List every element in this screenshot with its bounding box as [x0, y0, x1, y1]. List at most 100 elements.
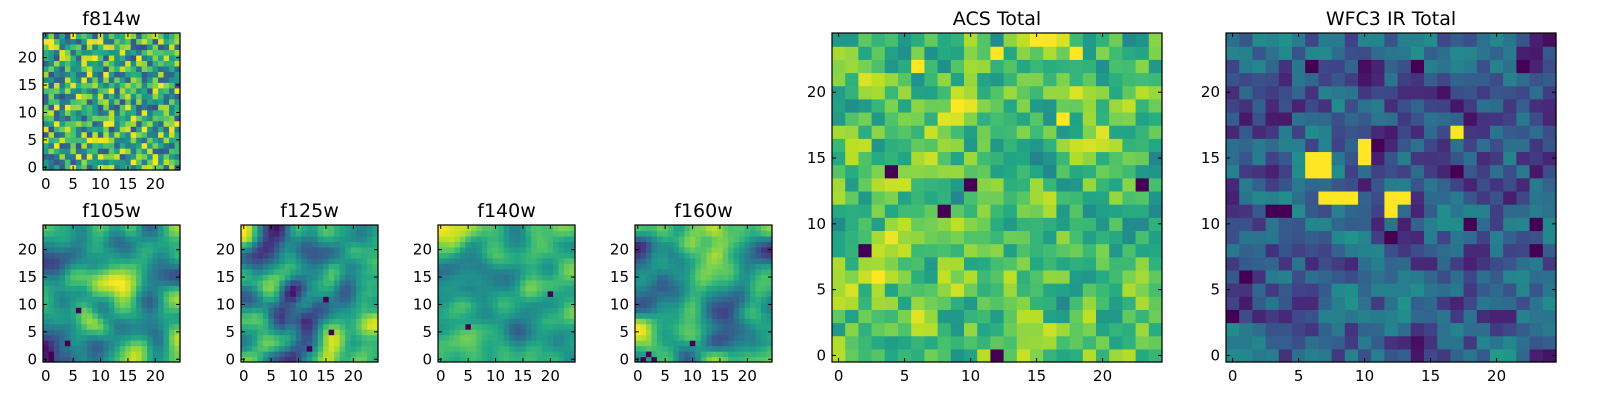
- heatmap-cell: [553, 230, 560, 237]
- heatmap-cell: [1082, 335, 1097, 350]
- heatmap-cell: [70, 115, 77, 122]
- heatmap-cell: [1148, 177, 1163, 192]
- heatmap-cell: [990, 296, 1005, 310]
- heatmap-cell: [1424, 177, 1438, 192]
- heatmap-cell: [48, 82, 55, 89]
- heatmap-cell: [312, 340, 319, 347]
- heatmap-cell: [684, 356, 691, 363]
- heatmap-cell: [739, 312, 746, 319]
- heatmap-cell: [1252, 177, 1267, 192]
- heatmap-cell: [43, 345, 50, 352]
- heatmap-cell: [64, 60, 71, 67]
- heatmap-cell: [711, 323, 718, 330]
- heatmap-cell: [163, 345, 170, 352]
- heatmap-cell: [678, 241, 685, 248]
- heatmap-cell: [1135, 283, 1150, 297]
- heatmap-cell: [755, 296, 762, 303]
- heatmap-cell: [1016, 309, 1031, 324]
- heatmap-cell: [257, 263, 264, 270]
- heatmap-cell: [465, 285, 472, 292]
- heatmap-cell: [950, 309, 965, 324]
- heatmap-cell: [884, 217, 899, 231]
- heatmap-cell: [108, 230, 115, 237]
- heatmap-cell: [656, 345, 663, 352]
- heatmap-cell: [141, 153, 148, 160]
- heatmap-cell: [1424, 190, 1438, 205]
- heatmap-cell: [977, 46, 991, 60]
- heatmap-cell: [1529, 348, 1544, 363]
- heatmap-cell: [290, 274, 297, 281]
- heatmap-cell: [279, 257, 286, 264]
- heatmap-cell: [536, 285, 543, 292]
- heatmap-cell: [97, 329, 104, 336]
- heatmap-cell: [569, 257, 576, 264]
- heatmap-cell: [525, 334, 532, 341]
- heatmap-cell: [1516, 269, 1531, 284]
- heatmap-cell: [750, 263, 757, 270]
- heatmap-cell: [761, 268, 768, 275]
- heatmap-cell: [884, 59, 899, 74]
- heatmap-cell: [492, 257, 499, 264]
- heatmap-cell: [448, 312, 456, 319]
- heatmap-cell: [656, 329, 663, 336]
- heatmap-cell: [509, 268, 516, 275]
- heatmap-cell: [964, 230, 978, 245]
- heatmap-cell: [476, 318, 483, 325]
- heatmap-cell: [1424, 269, 1438, 284]
- heatmap-cell: [977, 348, 991, 363]
- heatmap-cell: [372, 241, 379, 248]
- heatmap-cell: [48, 296, 55, 303]
- heatmap-cell: [845, 138, 859, 153]
- heatmap-cell: [465, 334, 472, 341]
- heatmap-cell: [103, 268, 110, 275]
- heatmap-cell: [761, 257, 768, 264]
- heatmap-cell: [1305, 322, 1319, 337]
- heatmap-cell: [1239, 283, 1253, 297]
- heatmap-cell: [1056, 138, 1071, 153]
- heatmap-cell: [290, 329, 297, 336]
- heatmap-cell: [97, 87, 104, 94]
- heatmap-cell: [1135, 59, 1150, 74]
- heatmap-cell: [1278, 283, 1293, 297]
- heatmap-cell: [695, 285, 702, 292]
- heatmap-cell: [251, 345, 259, 352]
- heatmap-cell: [1397, 269, 1412, 284]
- heatmap-cell: [1239, 72, 1253, 87]
- heatmap-cell: [312, 307, 319, 314]
- heatmap-cell: [761, 235, 768, 243]
- heatmap-cell: [564, 334, 571, 341]
- heatmap-cell: [569, 268, 576, 275]
- heatmap-cell: [520, 296, 527, 303]
- heatmap-cell: [1490, 85, 1504, 100]
- heatmap-cell: [739, 318, 746, 325]
- heatmap-cell: [323, 268, 330, 275]
- heatmap-cell: [766, 285, 773, 292]
- heatmap-cell: [257, 257, 264, 264]
- heatmap-cell: [119, 43, 126, 51]
- heatmap-cell: [312, 312, 319, 319]
- heatmap-cell: [750, 241, 757, 248]
- heatmap-cell: [108, 159, 115, 166]
- heatmap-cell: [48, 65, 55, 72]
- heatmap-cell: [640, 351, 647, 358]
- heatmap-cell: [257, 312, 264, 319]
- heatmap-cell: [884, 335, 899, 350]
- heatmap-cell: [53, 148, 61, 155]
- heatmap-cell: [911, 190, 925, 205]
- heatmap-cell: [1252, 59, 1267, 74]
- heatmap-cell: [766, 296, 773, 303]
- heatmap-cell: [536, 329, 543, 336]
- heatmap-cell: [125, 263, 132, 270]
- heatmap-cell: [136, 159, 143, 166]
- heatmap-cell: [64, 153, 71, 160]
- heatmap-cell: [1278, 230, 1293, 245]
- heatmap-cell: [75, 33, 82, 40]
- heatmap-cell: [328, 279, 335, 286]
- heatmap-cell: [503, 235, 510, 243]
- heatmap-cell: [70, 71, 77, 78]
- heatmap-cell: [514, 312, 521, 319]
- heatmap-cell: [438, 252, 445, 259]
- heatmap-cell: [558, 257, 565, 264]
- heatmap-cell: [678, 307, 685, 314]
- heatmap-cell: [130, 76, 137, 83]
